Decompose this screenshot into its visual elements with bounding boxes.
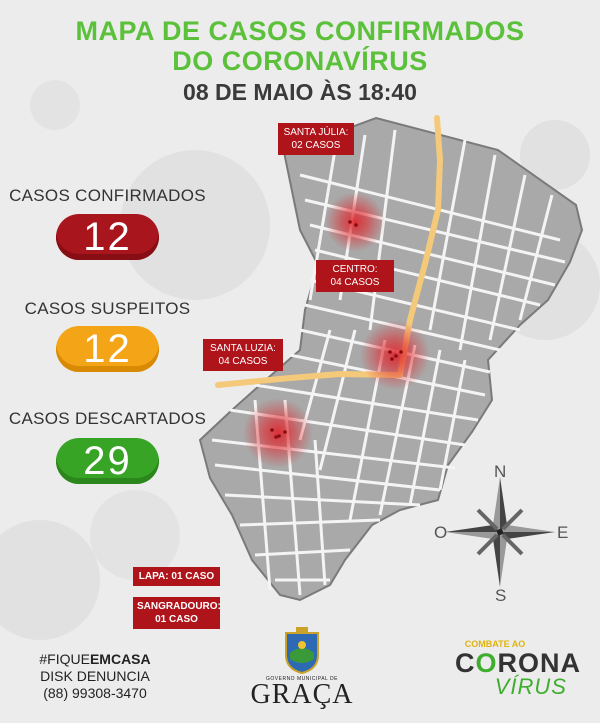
campaign-corona-word: CORONA [455,648,580,678]
compass-east: E [557,523,569,542]
municipality-logo: GOVERNO MUNICIPAL DE GRAÇA [248,676,356,710]
hotspots [243,192,430,468]
page-subtitle: DO CORONAVÍRUS [172,46,428,76]
disk-denuncia-label: DISK DENUNCIA [40,668,150,684]
tag-santa-luzia: SANTA LUZIA: 04 CASOS [203,339,283,371]
tag-santa-julia-count: 02 CASOS [291,140,341,151]
tag-santa-julia-name: SANTA JÚLIA: [283,127,349,138]
suspected-count: 12 [56,326,159,372]
confirmed-label: CASOS CONFIRMADOS [9,186,206,205]
discarded-count: 29 [56,438,159,484]
corona-virus-o-icon: O [475,648,498,678]
tag-santa-luzia-name: SANTA LUZIA: [210,343,276,354]
compass-north: N [494,462,507,481]
tag-sangradouro-count: 01 CASO [155,614,198,625]
confirmed-count: 12 [56,214,159,260]
campaign-small-text: COMBATE AO [464,639,526,649]
tag-sangradouro-name: SANGRADOURO: [137,601,221,612]
campaign-logo: COMBATE AO CORONA VÍRUS [455,639,580,699]
virus-decoration [0,520,100,640]
coat-of-arms-icon [285,627,319,675]
tag-centro: CENTRO: 04 CASOS [316,260,394,292]
virus-decoration [30,80,80,130]
compass-west: O [434,523,448,542]
tag-centro-count: 04 CASOS [330,277,380,288]
tag-santa-julia: SANTA JÚLIA: 02 CASOS [278,123,354,155]
update-date: 08 DE MAIO ÀS 18:40 [183,79,417,105]
suspected-label: CASOS SUSPEITOS [24,299,191,318]
corona-rest: RONA [497,648,582,678]
hashtag: #FIQUEEMCASA [30,651,160,668]
phone-number: (88) 99308-3470 [43,685,147,701]
hashtag-bold: EMCASA [89,651,151,667]
municipality-small-text: GOVERNO MUNICIPAL DE [266,676,338,682]
campaign-virus-word: VÍRUS [494,674,567,699]
compass-south: S [495,586,507,605]
municipality-name: GRAÇA [250,679,354,710]
corona-c: C [455,648,476,678]
tag-centro-name: CENTRO: [332,264,378,275]
page-title: MAPA DE CASOS CONFIRMADOS [75,16,525,46]
tag-santa-luzia-count: 04 CASOS [218,356,268,367]
hashtag-prefix: #FIQUE [39,651,90,667]
tag-lapa: LAPA: 01 CASO [133,567,220,586]
compass-rose [445,477,555,587]
discarded-label: CASOS DESCARTADOS [8,409,207,428]
tag-sangradouro: SANGRADOURO: 01 CASO [133,597,221,629]
virus-decoration [90,490,180,580]
footer-contact: #FIQUEEMCASA DISK DENUNCIA (88) 99308-34… [30,651,160,702]
